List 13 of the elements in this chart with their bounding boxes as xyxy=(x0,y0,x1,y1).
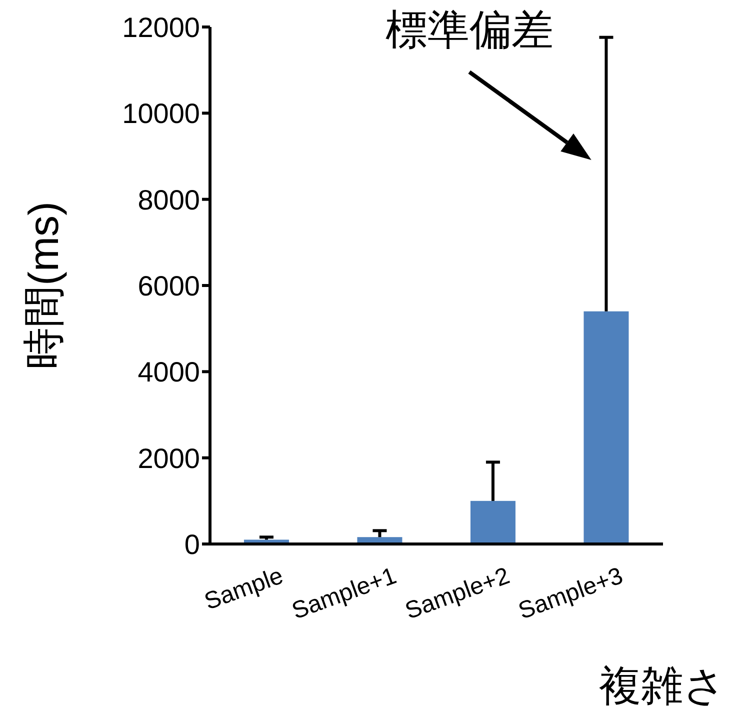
x-tick-label: Sample xyxy=(200,562,287,616)
y-axis-title: 時間(ms) xyxy=(20,202,67,370)
bar xyxy=(584,311,629,544)
y-tick-label: 6000 xyxy=(138,270,200,302)
y-tick-label: 4000 xyxy=(138,356,200,388)
x-axis-title: 複雑さ xyxy=(599,662,726,709)
bar xyxy=(470,500,516,544)
y-tick-label: 2000 xyxy=(138,442,200,474)
y-tick-label: 8000 xyxy=(138,184,200,216)
annotation: 標準偏差 xyxy=(385,6,554,53)
y-tick-label: 0 xyxy=(184,528,200,560)
y-tick-label: 12000 xyxy=(122,12,200,43)
y-tick-label: 10000 xyxy=(122,98,200,130)
